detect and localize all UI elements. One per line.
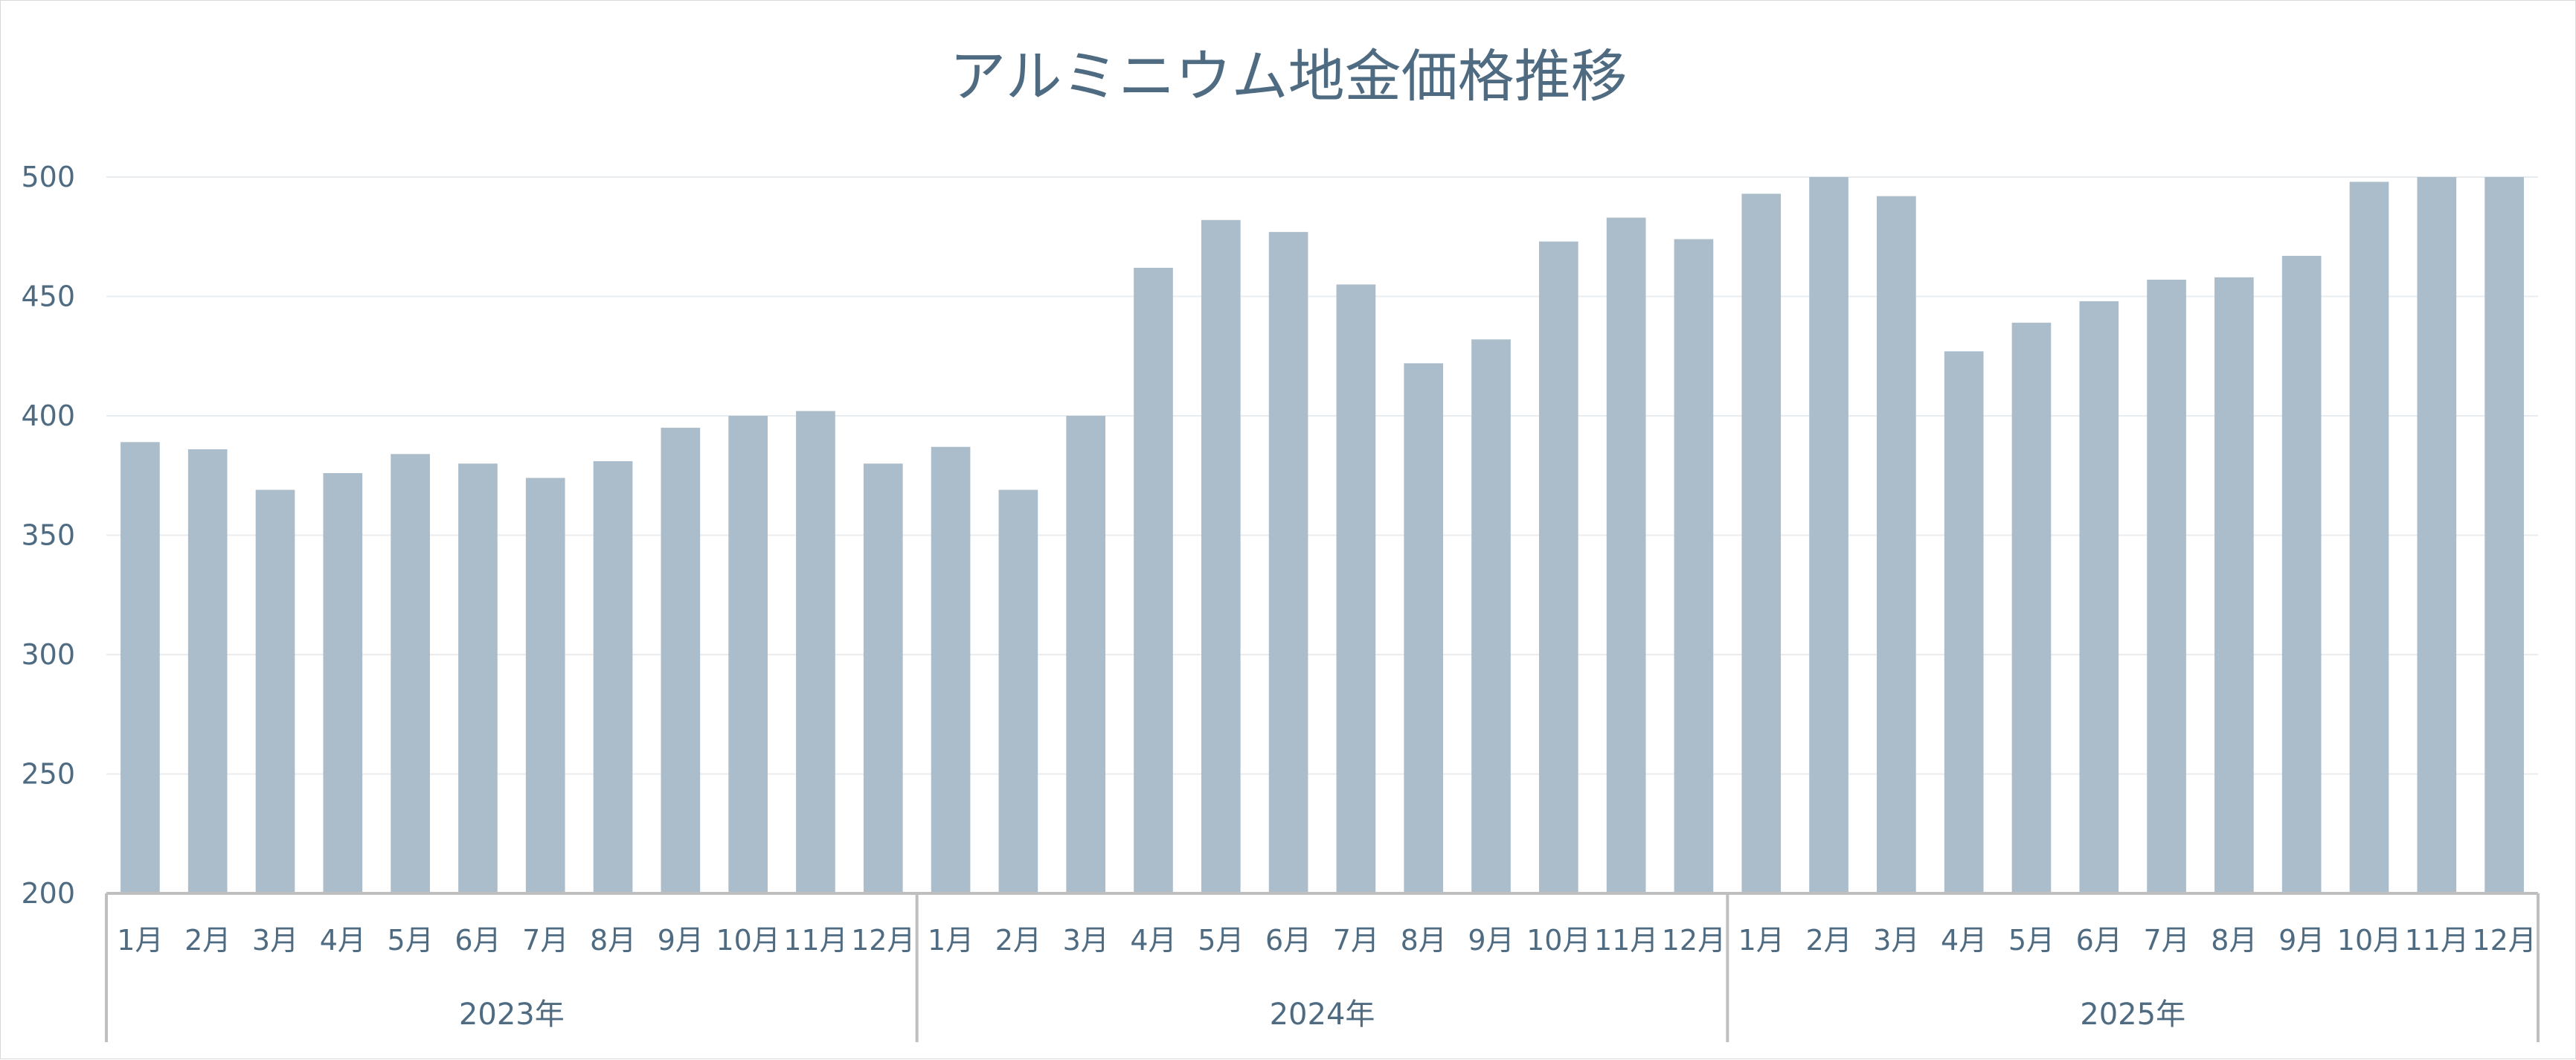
bar xyxy=(593,460,633,893)
bar xyxy=(1336,284,1376,893)
bar xyxy=(2417,177,2457,893)
x-tick-label: 11月 xyxy=(783,924,847,957)
x-tick-label: 7月 xyxy=(2143,924,2189,957)
x-tick-label: 6月 xyxy=(455,924,501,957)
x-tick-label: 11月 xyxy=(2405,924,2469,957)
bar xyxy=(796,411,835,893)
x-tick-label: 11月 xyxy=(1594,924,1658,957)
x-tick-label: 8月 xyxy=(590,924,636,957)
y-tick-label: 400 xyxy=(21,399,75,432)
x-tick-label: 12月 xyxy=(1662,924,1726,957)
bar xyxy=(1066,416,1106,893)
chart-title: アルミニウム地金価格推移 xyxy=(949,43,1627,109)
bar xyxy=(1944,351,1984,894)
bar xyxy=(1201,219,1241,893)
bar xyxy=(931,446,971,893)
x-tick-label: 5月 xyxy=(1198,924,1244,957)
x-tick-label: 8月 xyxy=(1401,924,1447,957)
bar xyxy=(2349,182,2389,894)
x-group-label: 2024年 xyxy=(1270,998,1375,1032)
bar xyxy=(2485,177,2524,893)
x-tick-label: 3月 xyxy=(1063,924,1109,957)
bar xyxy=(2079,301,2119,893)
bar xyxy=(391,454,430,893)
x-tick-label: 2月 xyxy=(995,924,1041,957)
x-tick-label: 5月 xyxy=(2008,924,2055,957)
x-tick-label: 8月 xyxy=(2211,924,2257,957)
y-tick-label: 350 xyxy=(21,519,75,552)
bar xyxy=(1674,239,1714,894)
x-tick-label: 10月 xyxy=(1526,924,1590,957)
x-tick-label: 2月 xyxy=(1805,924,1851,957)
y-tick-label: 300 xyxy=(21,638,75,671)
y-tick-label: 200 xyxy=(21,877,75,910)
y-axis: 200 250 300 350 400 450 500 xyxy=(21,161,75,910)
x-tick-label: 9月 xyxy=(658,924,704,957)
x-tick-label: 9月 xyxy=(1468,924,1514,957)
x-tick-label: 4月 xyxy=(1130,924,1176,957)
x-tick-label: 1月 xyxy=(928,924,974,957)
x-tick-label: 4月 xyxy=(1941,924,1987,957)
y-tick-label: 500 xyxy=(21,161,75,193)
x-tick-label: 10月 xyxy=(2337,924,2401,957)
bars xyxy=(121,177,2524,894)
bar xyxy=(2281,255,2322,893)
bar xyxy=(1741,193,1782,894)
bar xyxy=(1606,217,1646,893)
x-group-label: 2025年 xyxy=(2080,998,2185,1032)
bar xyxy=(525,478,565,893)
x-tick-label: 12月 xyxy=(851,924,915,957)
bar xyxy=(661,428,701,893)
bar xyxy=(255,489,295,893)
x-group-label: 2023年 xyxy=(459,998,565,1032)
x-tick-label: 6月 xyxy=(1265,924,1311,957)
bar xyxy=(1877,196,1916,893)
x-tick-label: 3月 xyxy=(1873,924,1919,957)
gridlines xyxy=(106,176,2538,775)
bar xyxy=(1404,363,1444,893)
x-tick-label: 10月 xyxy=(716,924,780,957)
x-tick-label: 2月 xyxy=(184,924,231,957)
bar xyxy=(998,489,1038,893)
bar xyxy=(121,442,160,893)
bar xyxy=(323,473,363,893)
bar xyxy=(1471,339,1511,893)
bar xyxy=(863,463,903,893)
x-tick-label: 7月 xyxy=(522,924,568,957)
bar xyxy=(187,449,228,893)
y-tick-label: 250 xyxy=(21,758,75,791)
x-tick-label: 7月 xyxy=(1333,924,1379,957)
x-tick-label: 5月 xyxy=(388,924,434,957)
x-tick-label: 9月 xyxy=(2278,924,2325,957)
x-tick-label: 3月 xyxy=(252,924,298,957)
bar xyxy=(1134,267,1173,894)
x-tick-label: 4月 xyxy=(320,924,366,957)
x-tick-label: 1月 xyxy=(117,924,163,957)
bar xyxy=(2147,280,2186,893)
y-tick-label: 450 xyxy=(21,280,75,313)
bar xyxy=(2214,277,2254,893)
bar xyxy=(1538,241,1578,893)
x-tick-label: 1月 xyxy=(1738,924,1785,957)
bar xyxy=(1268,231,1308,894)
bar xyxy=(1809,177,1849,893)
x-tick-label: 6月 xyxy=(2076,924,2122,957)
bar xyxy=(458,463,498,893)
bar xyxy=(728,416,768,893)
x-tick-label: 12月 xyxy=(2472,924,2536,957)
bar xyxy=(2011,322,2052,893)
